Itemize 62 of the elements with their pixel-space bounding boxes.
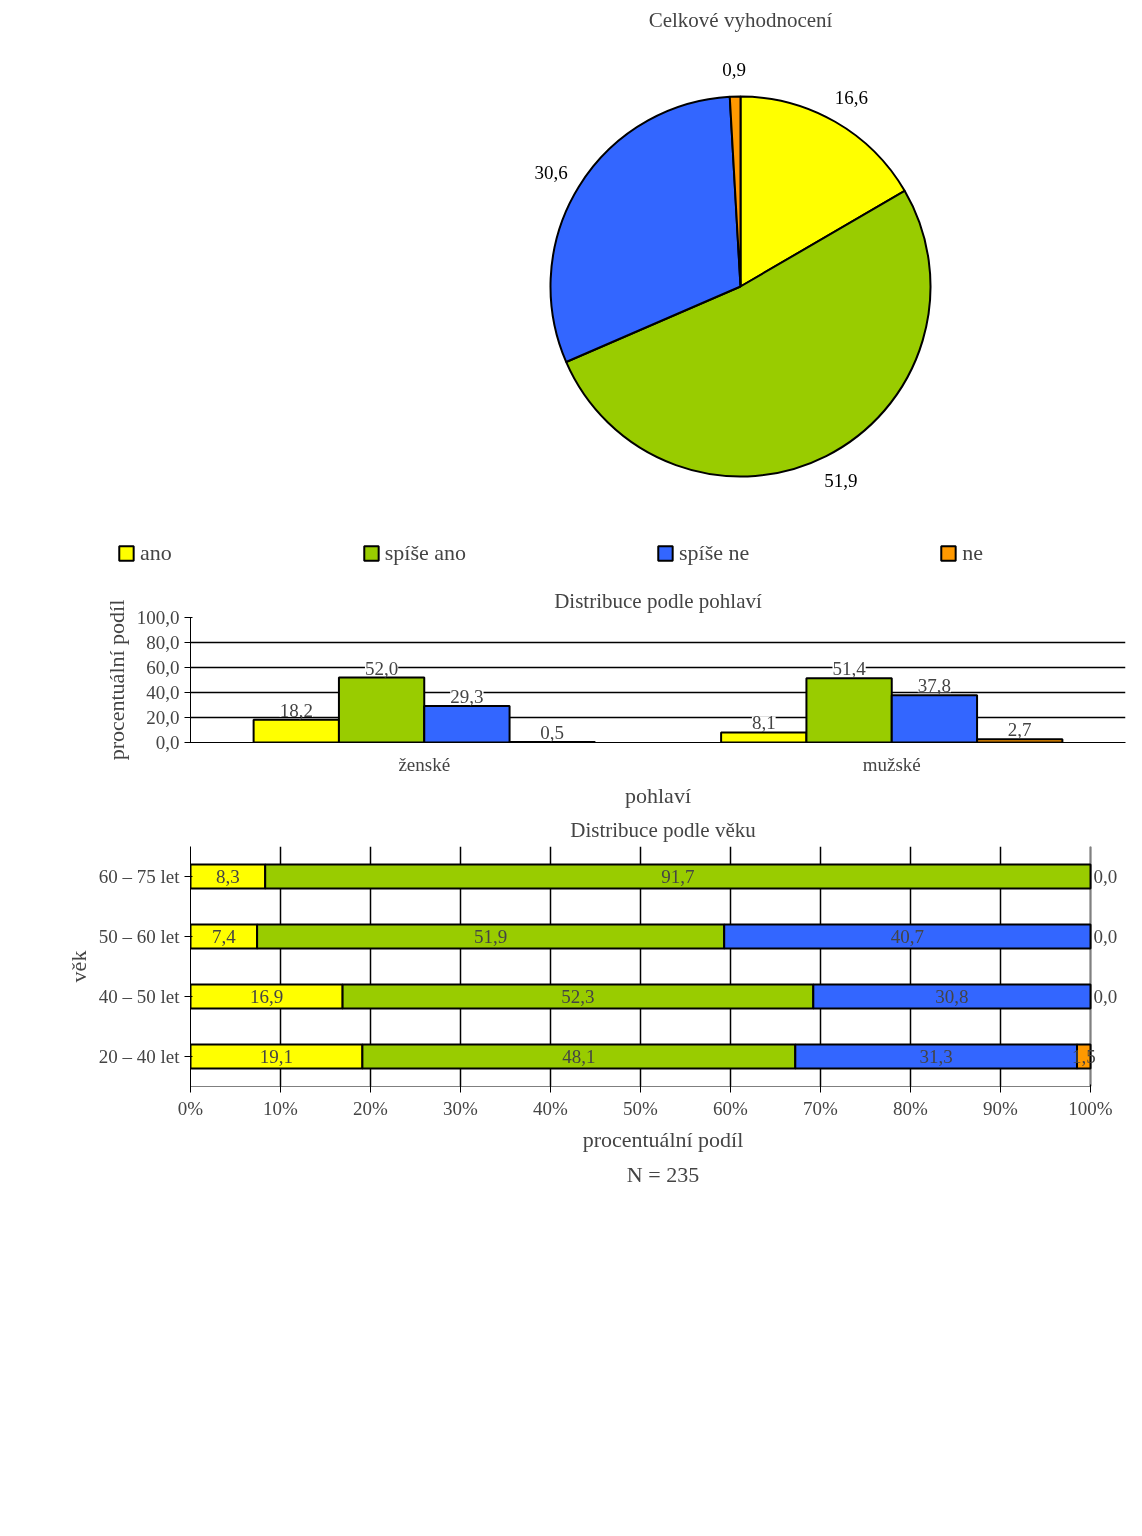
- data-label: 52,0: [364, 657, 399, 679]
- data-label: 8,3: [215, 866, 240, 887]
- y-tick-label: 40 – 50 let: [98, 986, 181, 1007]
- data-label: 0,0: [1093, 986, 1118, 1007]
- data-label: 0,5: [540, 721, 565, 743]
- x-tick-label: mužské: [862, 753, 921, 775]
- y-tick-label: 0,0: [155, 732, 180, 753]
- data-label: 2,7: [1007, 719, 1032, 741]
- data-label: 16,6: [834, 87, 868, 109]
- x-tick-label: 30%: [443, 1097, 479, 1119]
- x-tick-label: 10%: [263, 1097, 299, 1119]
- y-tick-label: 40,0: [146, 682, 180, 703]
- x-tick-label: 100%: [1068, 1097, 1113, 1119]
- chart-title: Celkové vyhodnocení: [648, 7, 833, 32]
- y-tick-label: 60,0: [146, 657, 180, 678]
- data-label: 8,1: [751, 712, 776, 734]
- data-label: 48,1: [562, 1046, 596, 1067]
- data-label: 29,3: [450, 685, 484, 707]
- data-label: 51,9: [474, 926, 508, 947]
- chart-title: Distribuce podle pohlaví: [554, 588, 762, 613]
- data-label: 37,8: [917, 675, 952, 697]
- chart-title: Distribuce podle věku: [570, 817, 757, 842]
- x-tick-label: 20%: [353, 1097, 389, 1119]
- y-tick-label: 80,0: [146, 632, 180, 653]
- y-tick-label: 50 – 60 let: [98, 926, 181, 947]
- y-axis-title: věk: [65, 950, 91, 983]
- x-tick-label: 90%: [983, 1097, 1019, 1119]
- data-label: 0,0: [1093, 926, 1118, 947]
- x-tick-label: ženské: [398, 753, 451, 775]
- x-tick-label: 70%: [803, 1097, 839, 1119]
- x-tick-label: 50%: [623, 1097, 659, 1119]
- legend-label: spíše ano: [384, 540, 466, 566]
- x-axis-title: pohlaví: [625, 782, 692, 808]
- legend-label: spíše ne: [679, 540, 750, 566]
- legend-label: ano: [139, 540, 172, 566]
- data-label: 40,7: [890, 926, 924, 947]
- data-label: 18,2: [279, 699, 313, 721]
- text: N = 235: [626, 1161, 700, 1187]
- y-axis-title: procentuální podíl: [103, 599, 129, 761]
- data-label: 31,3: [919, 1046, 953, 1067]
- y-tick-label: 20 – 40 let: [98, 1046, 181, 1067]
- data-label: 51,9: [824, 470, 858, 492]
- data-label: 0,0: [1093, 866, 1118, 887]
- x-tick-label: 0%: [177, 1097, 204, 1119]
- y-tick-label: 20,0: [146, 707, 180, 728]
- data-label: 52,3: [561, 986, 595, 1007]
- data-label: 0,9: [722, 58, 747, 80]
- data-label: 30,6: [534, 161, 568, 183]
- data-label: 16,9: [249, 986, 284, 1007]
- x-tick-label: 40%: [533, 1097, 569, 1119]
- data-label: 91,7: [661, 866, 695, 887]
- y-tick-label: 60 – 75 let: [98, 866, 181, 887]
- data-label: 51,4: [832, 658, 867, 680]
- y-tick-label: 100,0: [136, 607, 180, 628]
- data-label: 1,5: [1071, 1046, 1096, 1067]
- x-tick-label: 60%: [713, 1097, 749, 1119]
- data-label: 7,4: [211, 926, 237, 947]
- legend-label: ne: [962, 540, 984, 566]
- x-tick-label: 80%: [893, 1097, 929, 1119]
- data-label: 30,8: [935, 986, 969, 1007]
- x-axis-title: procentuální podíl: [582, 1126, 744, 1152]
- data-label: 19,1: [259, 1046, 294, 1067]
